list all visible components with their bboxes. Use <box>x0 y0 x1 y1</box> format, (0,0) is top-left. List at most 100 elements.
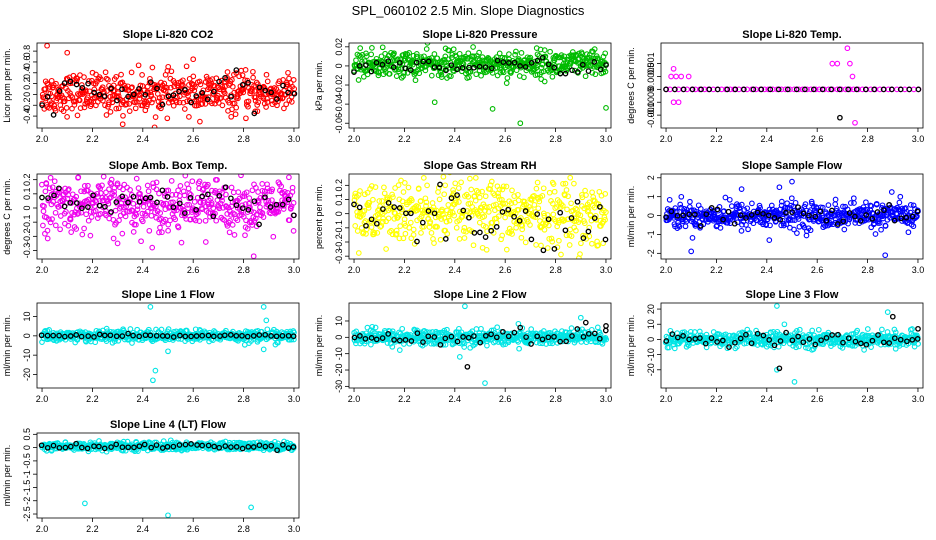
data-point <box>494 324 501 331</box>
outlier-point <box>738 186 745 192</box>
data-point <box>103 325 110 332</box>
data-point <box>545 61 552 68</box>
data-point <box>836 86 843 93</box>
data-point <box>482 193 489 200</box>
data-point <box>226 99 233 106</box>
data-point <box>224 69 231 75</box>
data-point <box>515 197 522 204</box>
data-point <box>42 327 49 334</box>
data-point <box>585 228 592 235</box>
data-point <box>891 326 898 333</box>
data-point <box>528 236 535 243</box>
data-point <box>740 86 747 93</box>
data-point <box>545 334 552 341</box>
data-point <box>254 102 261 108</box>
data-point <box>165 63 172 70</box>
data-point <box>518 234 525 241</box>
data-point <box>67 215 74 221</box>
x-tick-label: 2.0 <box>348 394 361 404</box>
data-point <box>886 340 893 346</box>
data-point <box>223 191 229 198</box>
data-point <box>459 65 466 71</box>
data-point <box>133 212 140 218</box>
data-point <box>414 238 420 245</box>
data-point <box>205 191 211 198</box>
data-point <box>431 341 437 347</box>
x-tick-label: 2.4 <box>137 134 150 144</box>
data-point <box>462 55 468 62</box>
y-tick-label: 0.2 <box>22 173 32 186</box>
data-point <box>228 195 234 202</box>
data-point <box>159 229 165 236</box>
data-point <box>113 199 120 205</box>
data-point <box>689 86 696 93</box>
data-point <box>487 186 493 193</box>
data-point <box>551 246 558 252</box>
x-tick-label: 2.8 <box>237 134 250 144</box>
data-point <box>565 193 571 200</box>
data-point <box>720 216 726 223</box>
series-means <box>351 181 609 254</box>
data-point <box>864 326 871 332</box>
data-point <box>48 201 55 208</box>
data-point <box>527 206 534 213</box>
data-point <box>519 222 526 229</box>
data-point <box>102 203 108 210</box>
data-point <box>130 200 137 207</box>
data-point <box>43 181 50 187</box>
data-point <box>751 340 758 347</box>
outlier-point <box>834 60 841 67</box>
y-axis-label: ml/min per min. <box>314 315 324 377</box>
data-point <box>113 333 120 340</box>
data-point <box>52 222 59 229</box>
data-point <box>113 105 120 112</box>
data-point <box>687 198 693 205</box>
data-point <box>678 193 685 200</box>
y-tick-label: 0.02 <box>334 38 344 56</box>
data-point <box>192 84 198 90</box>
y-tick-label: -30 <box>334 380 344 393</box>
data-point <box>128 69 135 76</box>
data-point <box>595 55 601 62</box>
data-point <box>77 105 84 111</box>
x-tick-label: 2.4 <box>137 265 150 275</box>
data-point <box>819 86 826 93</box>
x-tick-label: 2.0 <box>660 134 673 144</box>
data-point <box>78 188 84 195</box>
data-point <box>549 238 556 245</box>
data-point <box>505 206 512 213</box>
data-point <box>909 213 916 220</box>
data-point <box>500 69 507 76</box>
data-point <box>368 183 375 189</box>
plot-frame <box>36 173 300 260</box>
data-point <box>172 216 179 223</box>
data-point <box>372 330 378 336</box>
data-point <box>233 67 240 73</box>
data-point <box>545 216 552 223</box>
data-point <box>863 212 870 218</box>
data-point <box>603 336 610 343</box>
data-point <box>181 192 188 199</box>
data-point <box>81 74 87 80</box>
data-point <box>148 212 155 219</box>
data-point <box>875 332 881 338</box>
series-samples <box>663 178 921 259</box>
data-point <box>119 86 125 93</box>
data-point <box>522 64 529 70</box>
outlier-point <box>781 321 788 328</box>
data-point <box>581 220 588 227</box>
data-point <box>557 338 564 345</box>
data-point <box>807 332 814 339</box>
data-point <box>287 206 294 212</box>
data-point <box>796 343 802 350</box>
data-point <box>217 200 224 207</box>
x-tick-label: 2.6 <box>499 394 512 404</box>
data-point <box>351 69 357 75</box>
outlier-point <box>766 237 773 243</box>
data-point <box>585 207 592 214</box>
data-point <box>56 332 62 339</box>
data-point <box>577 212 584 219</box>
outlier-point <box>250 253 257 259</box>
